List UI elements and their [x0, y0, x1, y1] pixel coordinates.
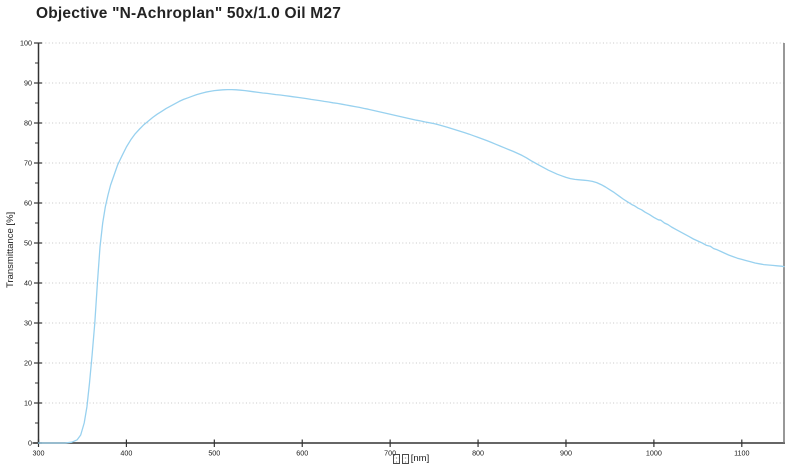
missing-glyph-box-icon — [392, 453, 400, 464]
y-tick-label: 50 — [24, 239, 32, 248]
x-tick-label: 900 — [560, 449, 572, 458]
x-tick-label: 1000 — [646, 449, 662, 458]
chart-title: Objective "N-Achroplan" 50x/1.0 Oil M27 — [36, 5, 342, 22]
y-tick-label: 70 — [24, 159, 32, 168]
y-tick-label: 0 — [28, 439, 32, 448]
x-tick-label: 300 — [33, 449, 45, 458]
missing-glyph-box-icon — [401, 453, 409, 464]
transmittance-curve — [37, 88, 785, 444]
x-axis-label: [nm] — [11, 453, 800, 464]
y-tick-label: 40 — [24, 279, 32, 288]
y-tick-label: 60 — [24, 199, 32, 208]
y-tick-label: 10 — [24, 399, 32, 408]
x-tick-label: 400 — [120, 449, 132, 458]
y-tick-label: 90 — [24, 79, 32, 88]
x-tick-label: 600 — [296, 449, 308, 458]
x-tick-label: 800 — [472, 449, 484, 458]
y-tick-label: 80 — [24, 119, 32, 128]
x-tick-label: 1100 — [734, 449, 749, 458]
x-tick-label: 700 — [384, 449, 396, 458]
y-tick-label: 100 — [20, 39, 32, 48]
x-axis-unit-label: [nm] — [410, 453, 430, 464]
x-tick-label: 500 — [208, 449, 220, 458]
y-tick-label: 20 — [24, 359, 32, 368]
y-tick-label: 30 — [24, 319, 32, 328]
